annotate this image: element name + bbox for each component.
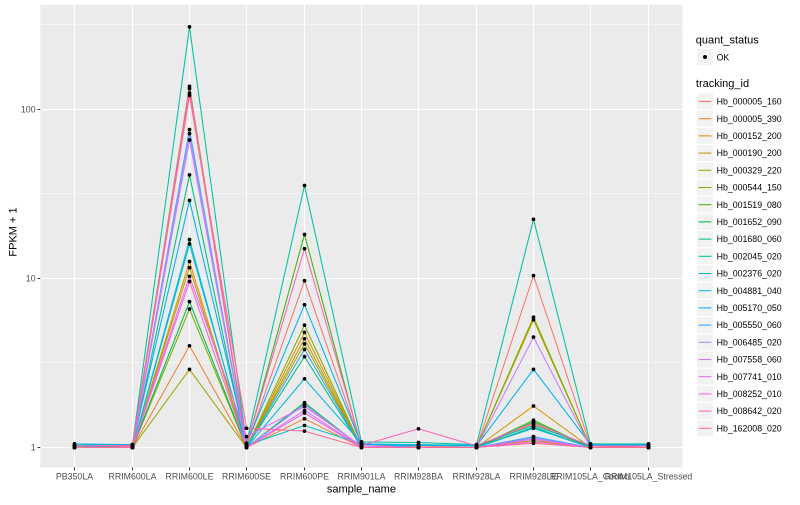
svg-text:OK: OK [717,53,730,63]
svg-text:Hb_000544_150: Hb_000544_150 [717,183,782,193]
svg-text:Hb_008642_020: Hb_008642_020 [717,406,782,416]
svg-text:Hb_008252_010: Hb_008252_010 [717,389,782,399]
svg-text:RRIM105LA_Control: RRIM105LA_Control [550,472,631,482]
svg-text:RRIM901LA: RRIM901LA [338,472,386,482]
svg-text:Hb_007741_010: Hb_007741_010 [717,372,782,382]
svg-text:Hb_000190_200: Hb_000190_200 [717,148,782,158]
svg-text:RRIM600PE: RRIM600PE [280,472,329,482]
svg-text:Hb_001680_060: Hb_001680_060 [717,234,782,244]
svg-text:Hb_006485_020: Hb_006485_020 [717,337,782,347]
svg-text:RRIM600SE: RRIM600SE [222,472,271,482]
svg-text:FPKM + 1: FPKM + 1 [8,207,20,256]
svg-text:Hb_000005_390: Hb_000005_390 [717,114,782,124]
svg-text:PB350LA: PB350LA [56,472,93,482]
svg-text:RRIM600LA: RRIM600LA [109,472,157,482]
svg-text:RRIM600LE: RRIM600LE [166,472,214,482]
svg-text:10: 10 [26,274,36,284]
svg-text:sample_name: sample_name [327,484,396,496]
svg-text:1: 1 [31,443,36,453]
svg-text:Hb_007558_060: Hb_007558_060 [717,355,782,365]
svg-text:Hb_005550_060: Hb_005550_060 [717,320,782,330]
svg-text:RRIM928LE: RRIM928LE [510,472,558,482]
svg-text:Hb_002045_020: Hb_002045_020 [717,251,782,261]
svg-text:Hb_000329_220: Hb_000329_220 [717,165,782,175]
svg-text:RRIM928LA: RRIM928LA [453,472,501,482]
svg-text:Hb_005170_050: Hb_005170_050 [717,303,782,313]
svg-text:100: 100 [21,105,36,115]
svg-text:Hb_004881_040: Hb_004881_040 [717,286,782,296]
svg-text:quant_status: quant_status [696,35,759,47]
svg-text:Hb_001652_090: Hb_001652_090 [717,217,782,227]
svg-text:RRIM105LA_Stressed: RRIM105LA_Stressed [605,472,693,482]
svg-text:RRIM928BA: RRIM928BA [394,472,443,482]
svg-text:Hb_000152_200: Hb_000152_200 [717,131,782,141]
svg-text:Hb_162008_020: Hb_162008_020 [717,423,782,433]
svg-text:Hb_002376_020: Hb_002376_020 [717,269,782,279]
svg-text:Hb_001519_080: Hb_001519_080 [717,200,782,210]
svg-text:tracking_id: tracking_id [696,78,749,90]
svg-text:Hb_000005_160: Hb_000005_160 [717,97,782,107]
